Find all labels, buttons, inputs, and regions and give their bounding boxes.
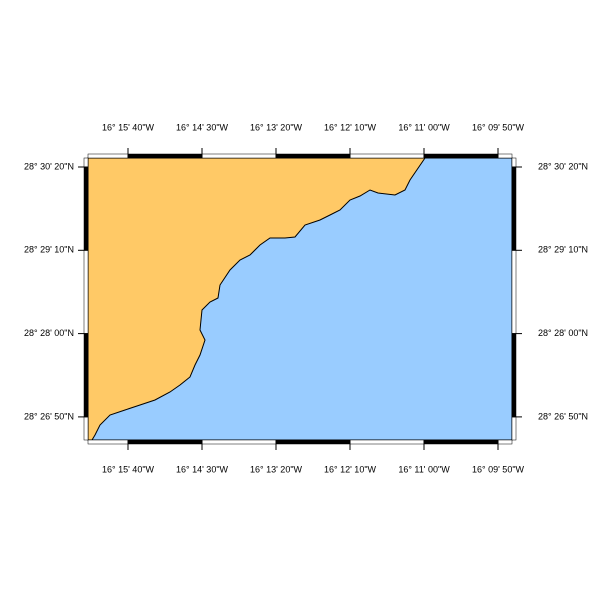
frame-segment (83, 157, 89, 168)
x-label: 16° 09' 50"W (472, 464, 525, 474)
frame-segment (127, 153, 203, 159)
frame-segment (423, 439, 499, 445)
x-label: 16° 12' 10"W (324, 122, 377, 132)
frame-segment (201, 153, 277, 159)
frame-segment (497, 439, 513, 445)
frame-segment (127, 439, 203, 445)
frame-segment (423, 153, 499, 159)
x-label: 16° 11' 00"W (398, 122, 450, 132)
frame-segment (511, 166, 517, 251)
x-label: 16° 12' 10"W (324, 464, 377, 474)
frame-segment (275, 153, 351, 159)
frame-segment (349, 439, 425, 445)
y-label: 28° 28' 00"N (24, 328, 74, 338)
y-label: 28° 29' 10"N (538, 245, 588, 255)
y-label: 28° 26' 50"N (24, 411, 74, 421)
y-label: 28° 26' 50"N (538, 411, 588, 421)
y-label: 28° 30' 20"N (24, 161, 74, 171)
x-label: 16° 11' 00"W (398, 464, 450, 474)
frame-segment (201, 439, 277, 445)
x-label: 16° 14' 30"W (176, 464, 229, 474)
frame-segment (511, 250, 517, 334)
frame-segment (511, 333, 517, 418)
frame-segment (511, 157, 517, 168)
frame-segment (83, 166, 89, 251)
frame-segment (83, 333, 89, 418)
frame-segment (83, 250, 89, 334)
land (87, 157, 426, 441)
y-label: 28° 30' 20"N (538, 161, 588, 171)
x-label: 16° 15' 40"W (102, 464, 155, 474)
frame-segment (349, 153, 425, 159)
frame-segment (83, 416, 89, 441)
frame-segment (497, 153, 513, 159)
y-label: 28° 28' 00"N (538, 328, 588, 338)
x-label: 16° 13' 20"W (250, 464, 303, 474)
x-label: 16° 14' 30"W (176, 122, 229, 132)
frame-segment (87, 439, 129, 445)
frame-segment (511, 416, 517, 441)
x-label: 16° 09' 50"W (472, 122, 525, 132)
x-label: 16° 13' 20"W (250, 122, 303, 132)
frame-segment (275, 439, 351, 445)
y-label: 28° 29' 10"N (24, 245, 74, 255)
frame-segment (87, 153, 129, 159)
x-label: 16° 15' 40"W (102, 122, 155, 132)
